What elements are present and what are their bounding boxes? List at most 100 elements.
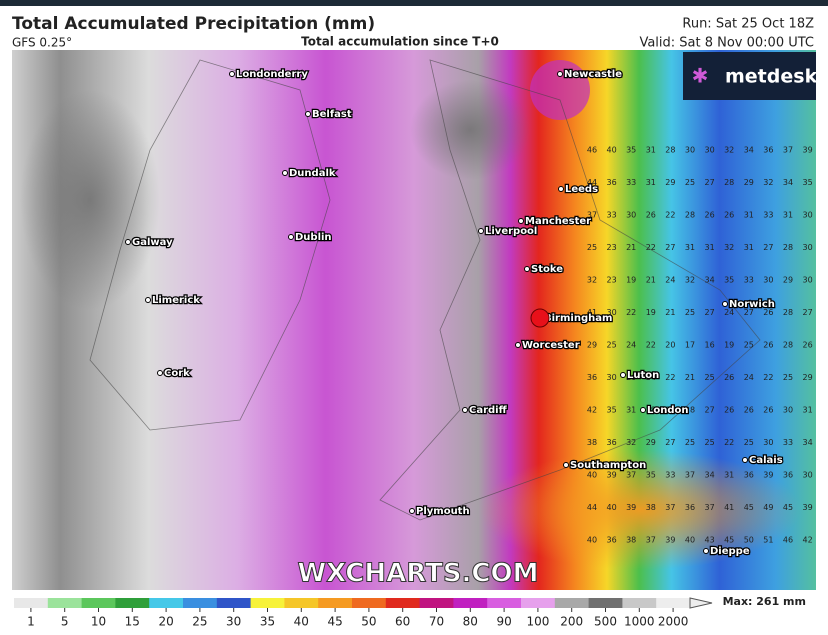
grid-value: 40 xyxy=(587,536,597,545)
grid-value: 25 xyxy=(685,178,695,187)
grid-value: 22 xyxy=(646,243,656,252)
grid-value: 23 xyxy=(607,276,617,285)
grid-value: 29 xyxy=(744,178,754,187)
grid-value: 30 xyxy=(803,211,813,220)
grid-value: 51 xyxy=(763,536,773,545)
grid-value: 28 xyxy=(783,341,793,350)
grid-value: 45 xyxy=(744,503,754,512)
grid-value: 21 xyxy=(665,308,675,317)
legend-label: 15 xyxy=(125,615,140,629)
grid-value: 43 xyxy=(705,536,715,545)
grid-value: 27 xyxy=(744,308,754,317)
city-label: Manchester xyxy=(525,216,591,227)
grid-value: 16 xyxy=(705,341,715,350)
legend-swatch xyxy=(149,598,184,608)
grid-value: 31 xyxy=(626,406,636,415)
city-label: Londonderry xyxy=(236,69,308,80)
legend-label: 25 xyxy=(192,615,207,629)
legend-label: 30 xyxy=(226,615,241,629)
grid-value: 27 xyxy=(665,243,675,252)
grid-value: 30 xyxy=(763,438,773,447)
grid-value: 41 xyxy=(724,503,734,512)
grid-value: 29 xyxy=(783,276,793,285)
grid-value: 40 xyxy=(607,146,617,155)
grid-value: 22 xyxy=(665,373,675,382)
city-label: Dieppe xyxy=(710,546,750,557)
city-dot xyxy=(157,370,163,376)
legend-swatch xyxy=(284,598,319,608)
grid-value: 35 xyxy=(724,276,734,285)
city-dot xyxy=(558,186,564,192)
city-dot xyxy=(722,301,728,307)
grid-value: 19 xyxy=(646,308,656,317)
grid-value: 22 xyxy=(646,341,656,350)
city-label: Galway xyxy=(132,237,173,248)
grid-value: 37 xyxy=(626,471,636,480)
grid-value: 33 xyxy=(626,178,636,187)
title: Total Accumulated Precipitation (mm) xyxy=(12,14,375,34)
grid-value: 39 xyxy=(607,471,617,480)
grid-value: 28 xyxy=(665,146,675,155)
grid-value: 39 xyxy=(803,503,813,512)
shade xyxy=(480,450,800,570)
legend-swatch xyxy=(521,598,556,608)
watermark: WXCHARTS.COM xyxy=(297,559,538,589)
legend-swatch xyxy=(554,598,590,608)
city-label: Norwich xyxy=(729,299,775,310)
grid-value: 34 xyxy=(803,438,813,447)
legend-label: 1000 xyxy=(624,615,655,629)
grid-value: 27 xyxy=(763,243,773,252)
grid-value: 31 xyxy=(724,471,734,480)
city-dot xyxy=(478,228,484,234)
grid-value: 39 xyxy=(626,503,636,512)
grid-value: 37 xyxy=(783,146,793,155)
legend-swatch xyxy=(318,598,353,608)
grid-value: 36 xyxy=(744,471,754,480)
legend-label: 80 xyxy=(463,615,478,629)
city-label: Luton xyxy=(627,370,659,381)
grid-value: 49 xyxy=(763,503,773,512)
grid-value: 35 xyxy=(626,146,636,155)
grid-value: 24 xyxy=(724,308,734,317)
legend-swatch xyxy=(250,598,285,608)
city-dot xyxy=(125,239,131,245)
legend-swatch xyxy=(47,598,83,608)
legend-label: 5 xyxy=(61,615,69,629)
grid-value: 33 xyxy=(763,211,773,220)
legend-swatch xyxy=(81,598,116,608)
grid-value: 30 xyxy=(685,146,695,155)
city-dot xyxy=(305,111,311,117)
logo-box xyxy=(683,52,816,100)
grid-value: 44 xyxy=(587,503,597,512)
grid-value: 32 xyxy=(685,276,695,285)
grid-value: 36 xyxy=(607,178,617,187)
legend-swatch xyxy=(453,598,488,608)
grid-value: 22 xyxy=(665,211,675,220)
grid-value: 26 xyxy=(626,373,636,382)
grid-value: 27 xyxy=(705,406,715,415)
grid-value: 31 xyxy=(685,243,695,252)
grid-value: 25 xyxy=(685,438,695,447)
grid-value: 32 xyxy=(724,146,734,155)
grid-value: 30 xyxy=(803,243,813,252)
grid-value: 30 xyxy=(607,373,617,382)
grid-value: 27 xyxy=(803,308,813,317)
grid-value: 32 xyxy=(763,178,773,187)
legend-label: 70 xyxy=(429,615,444,629)
city-dot xyxy=(742,457,748,463)
city-label: Dundalk xyxy=(289,168,336,179)
shade xyxy=(20,90,160,310)
city-label: Leeds xyxy=(565,184,598,195)
city-label: Newcastle xyxy=(564,69,622,80)
grid-value: 28 xyxy=(685,211,695,220)
grid-value: 30 xyxy=(803,276,813,285)
legend-label: 50 xyxy=(361,615,376,629)
grid-value: 26 xyxy=(803,341,813,350)
grid-value: 46 xyxy=(587,146,597,155)
grid-value: 29 xyxy=(646,438,656,447)
city-dot xyxy=(288,234,294,240)
coastline xyxy=(379,59,761,521)
grid-value: 37 xyxy=(665,503,675,512)
city-dot xyxy=(640,407,646,413)
shade xyxy=(530,60,590,120)
